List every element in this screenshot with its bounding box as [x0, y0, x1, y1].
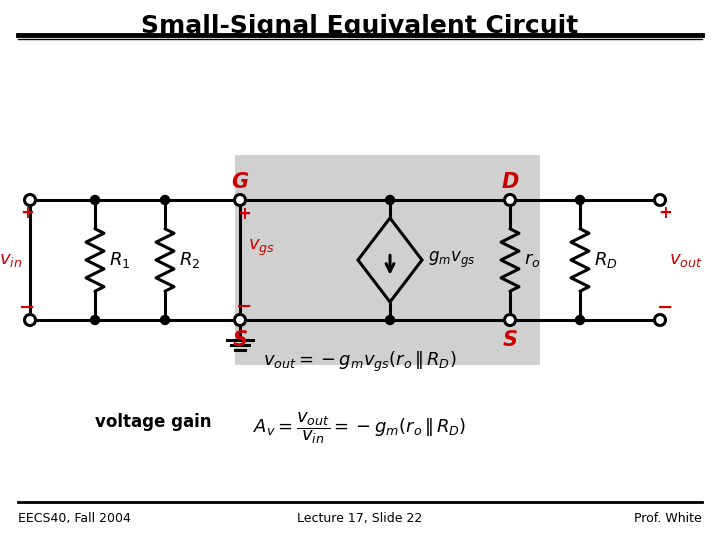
- Text: Prof. White: Prof. White: [634, 512, 702, 525]
- Text: $A_v = \dfrac{v_{out}}{v_{in}} = -g_m\left(r_o \,\|\, R_D\right)$: $A_v = \dfrac{v_{out}}{v_{in}} = -g_m\le…: [253, 410, 467, 446]
- Text: D: D: [501, 172, 518, 192]
- Circle shape: [575, 195, 585, 205]
- Text: −: −: [657, 298, 673, 316]
- Circle shape: [24, 314, 35, 326]
- Text: +: +: [658, 204, 672, 222]
- Text: $v_{out} = -g_m v_{gs}\left(r_o \,\|\, R_D\right)$: $v_{out} = -g_m v_{gs}\left(r_o \,\|\, R…: [264, 350, 456, 374]
- Text: voltage gain: voltage gain: [95, 413, 212, 431]
- Circle shape: [385, 195, 395, 205]
- Circle shape: [161, 195, 169, 205]
- Circle shape: [654, 194, 665, 206]
- Text: G: G: [231, 172, 248, 192]
- Circle shape: [505, 314, 516, 326]
- Text: +: +: [20, 204, 34, 222]
- Circle shape: [575, 315, 585, 325]
- Circle shape: [505, 194, 516, 206]
- Text: S: S: [503, 330, 518, 350]
- Text: $g_m v_{gs}$: $g_m v_{gs}$: [428, 250, 475, 270]
- Circle shape: [235, 314, 246, 326]
- Text: $R_D$: $R_D$: [594, 250, 618, 270]
- Text: $r_o$: $r_o$: [524, 251, 541, 269]
- Text: $v_{out}$: $v_{out}$: [669, 251, 703, 269]
- Text: $v_{gs}$: $v_{gs}$: [248, 238, 275, 258]
- Text: EECS40, Fall 2004: EECS40, Fall 2004: [18, 512, 131, 525]
- Text: −: −: [19, 298, 35, 316]
- Circle shape: [91, 195, 99, 205]
- Text: Small-Signal Equivalent Circuit: Small-Signal Equivalent Circuit: [141, 14, 579, 38]
- Text: −: −: [236, 296, 252, 315]
- Bar: [235, 155, 540, 365]
- Text: $R_1$: $R_1$: [109, 250, 130, 270]
- Text: +: +: [237, 205, 251, 223]
- Circle shape: [385, 315, 395, 325]
- Circle shape: [235, 194, 246, 206]
- Circle shape: [24, 194, 35, 206]
- Text: $R_2$: $R_2$: [179, 250, 200, 270]
- Circle shape: [654, 314, 665, 326]
- Text: Lecture 17, Slide 22: Lecture 17, Slide 22: [297, 512, 423, 525]
- Circle shape: [91, 315, 99, 325]
- Text: $v_{in}$: $v_{in}$: [0, 251, 22, 269]
- Circle shape: [161, 315, 169, 325]
- Text: S: S: [233, 330, 248, 350]
